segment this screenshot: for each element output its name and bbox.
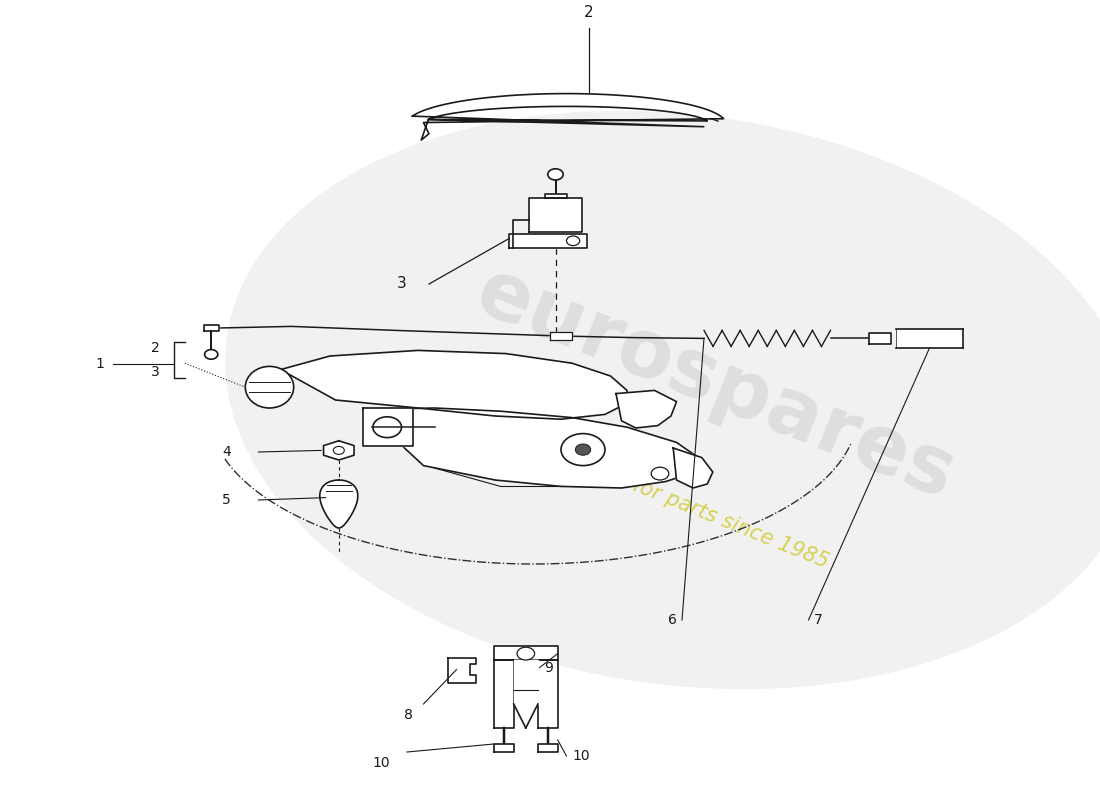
Polygon shape bbox=[494, 660, 514, 728]
Polygon shape bbox=[529, 198, 582, 232]
Polygon shape bbox=[320, 480, 358, 528]
Polygon shape bbox=[280, 350, 627, 419]
Text: 6: 6 bbox=[668, 613, 676, 627]
Text: a passion for parts since 1985: a passion for parts since 1985 bbox=[532, 436, 832, 572]
Circle shape bbox=[333, 446, 344, 454]
Polygon shape bbox=[494, 646, 558, 660]
Text: 3: 3 bbox=[151, 365, 160, 379]
Text: 10: 10 bbox=[373, 756, 390, 770]
Polygon shape bbox=[323, 441, 354, 460]
Polygon shape bbox=[509, 234, 587, 248]
Polygon shape bbox=[869, 333, 891, 344]
Text: 8: 8 bbox=[404, 708, 412, 722]
Polygon shape bbox=[538, 660, 558, 728]
Polygon shape bbox=[448, 658, 476, 683]
Circle shape bbox=[651, 467, 669, 480]
Circle shape bbox=[205, 350, 218, 359]
Circle shape bbox=[517, 647, 535, 660]
Circle shape bbox=[373, 417, 402, 438]
Circle shape bbox=[561, 434, 605, 466]
Text: 10: 10 bbox=[572, 749, 590, 763]
Circle shape bbox=[548, 169, 563, 180]
Text: 9: 9 bbox=[544, 661, 553, 675]
Circle shape bbox=[566, 236, 580, 246]
Ellipse shape bbox=[245, 366, 294, 408]
Polygon shape bbox=[494, 744, 514, 752]
Text: 2: 2 bbox=[584, 5, 593, 20]
Polygon shape bbox=[544, 194, 566, 198]
Polygon shape bbox=[412, 94, 724, 140]
Text: 3: 3 bbox=[397, 277, 407, 291]
Text: 2: 2 bbox=[151, 341, 160, 355]
Polygon shape bbox=[673, 448, 713, 488]
Circle shape bbox=[575, 444, 591, 455]
Polygon shape bbox=[363, 408, 702, 488]
Text: 4: 4 bbox=[222, 445, 231, 459]
Polygon shape bbox=[896, 329, 962, 348]
Ellipse shape bbox=[226, 111, 1100, 689]
Text: 7: 7 bbox=[814, 613, 823, 627]
Polygon shape bbox=[204, 325, 219, 331]
Polygon shape bbox=[514, 660, 538, 704]
Text: 5: 5 bbox=[222, 493, 231, 507]
Polygon shape bbox=[550, 332, 572, 340]
Polygon shape bbox=[538, 744, 558, 752]
Text: 1: 1 bbox=[96, 357, 104, 371]
Polygon shape bbox=[363, 408, 412, 446]
Polygon shape bbox=[616, 390, 676, 428]
Text: eurospares: eurospares bbox=[464, 253, 966, 515]
